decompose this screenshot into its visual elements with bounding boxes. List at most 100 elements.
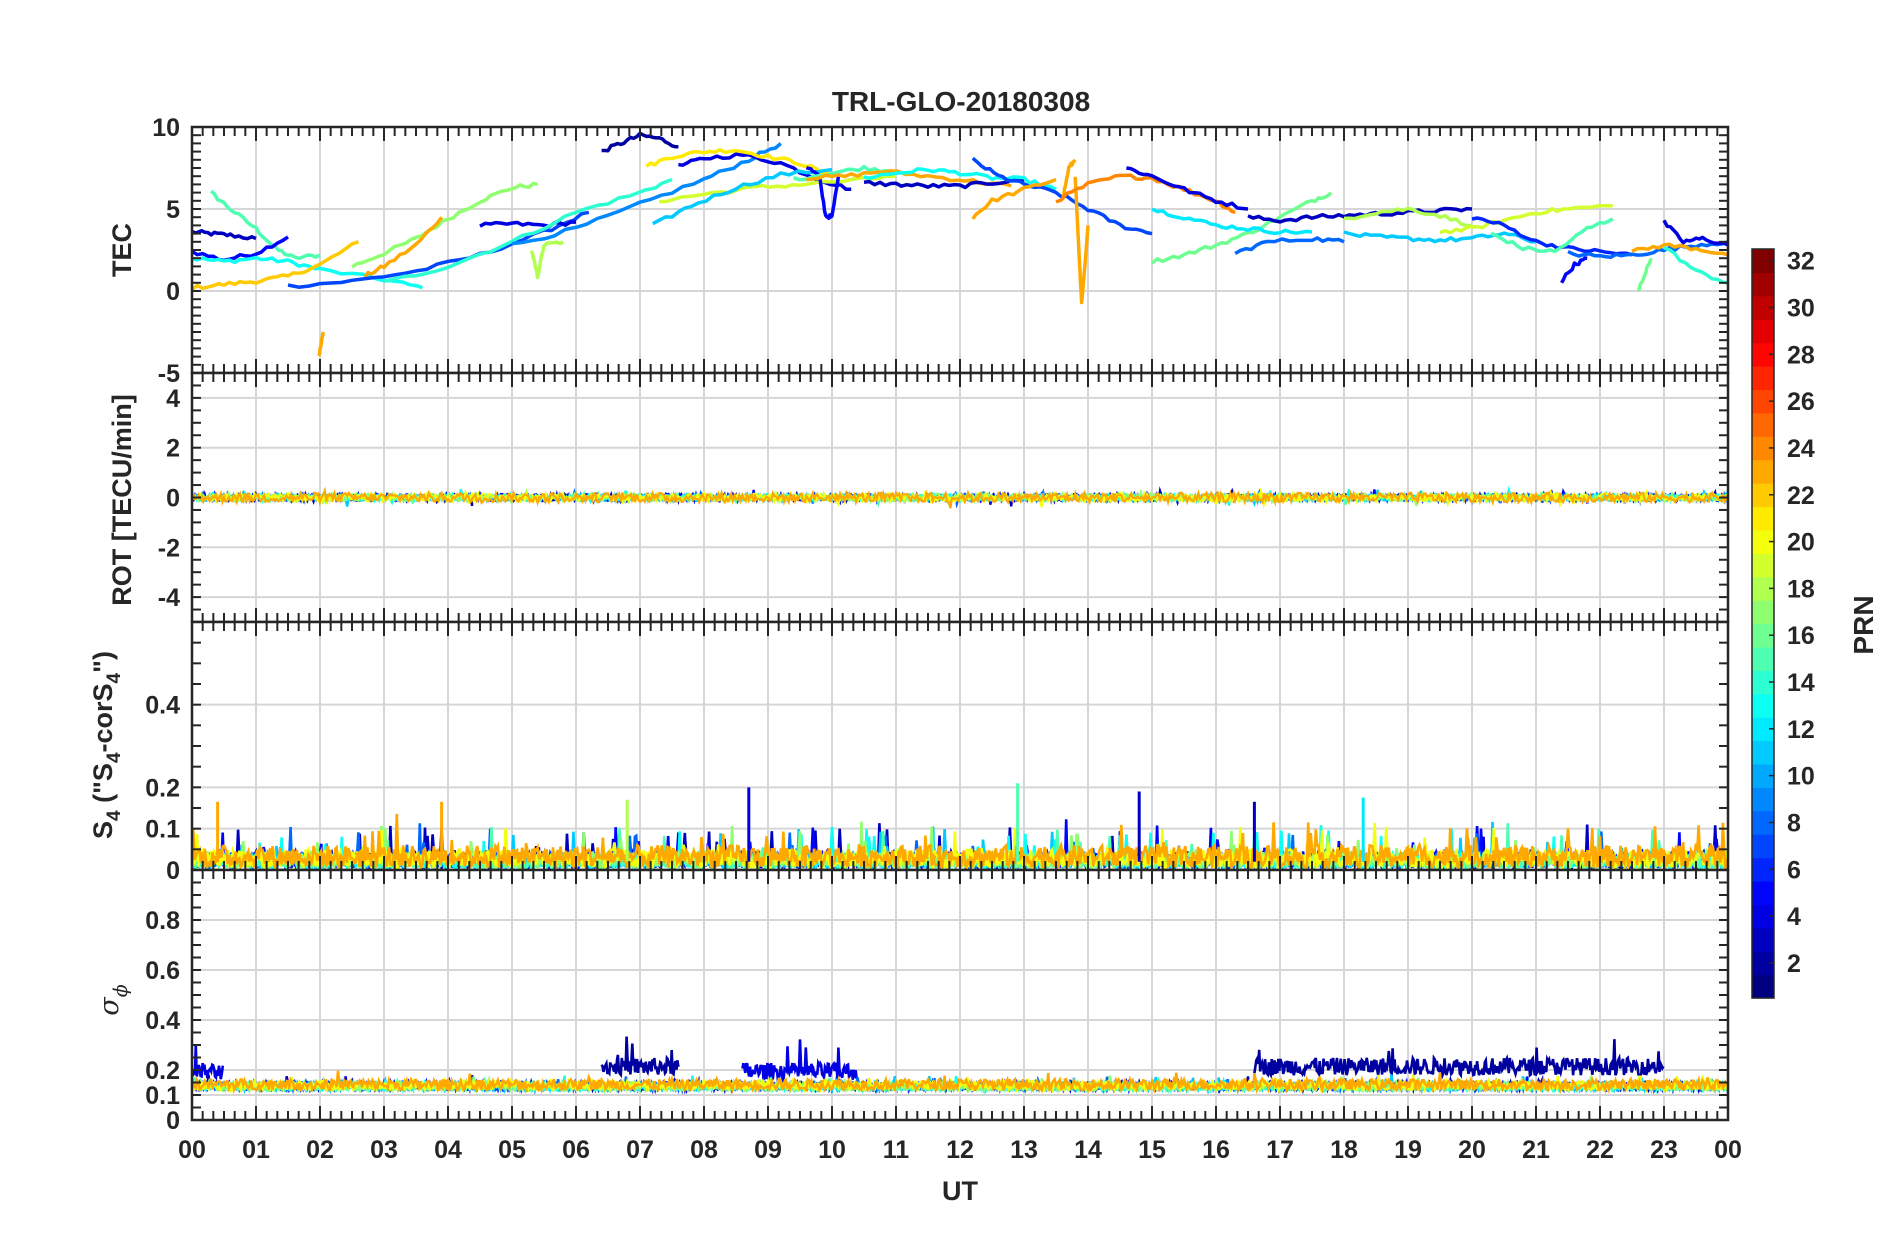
tec-prn-track (971, 156, 1153, 236)
tec-prn-track (1471, 216, 1633, 257)
colorbar-band (1752, 389, 1774, 414)
y-tick-label: 0.1 (145, 816, 180, 844)
s4-ticks (191, 621, 1729, 871)
rot-y-axis-label: ROT [TECU/min] (107, 394, 137, 605)
x-tick-label: 01 (242, 1136, 270, 1164)
sigma-phi-axes-box (190, 868, 1730, 1122)
colorbar-band (1752, 810, 1774, 835)
sigma-phi-prn-series (190, 1070, 1729, 1095)
colorbar-tick-label: 4 (1787, 903, 1801, 931)
s4-label-end: ") (88, 651, 118, 673)
tec-prn-track (1490, 217, 1614, 254)
sigma-phi-lines (190, 1036, 1730, 1095)
y-tick-label: 2 (166, 435, 180, 463)
colorbar: 32 30 28 26 24 22 20 18 16 14 12 10 8 6 4 2 PRN (1751, 248, 1879, 999)
colorbar-tick-label: 10 (1787, 763, 1815, 791)
colorbar-band (1752, 857, 1774, 882)
colorbar-tick-label: 20 (1787, 529, 1815, 557)
tec-prn-track (191, 228, 257, 241)
x-tick-label: 04 (434, 1136, 462, 1164)
s4-label-mid: ("S (88, 763, 118, 810)
x-tick-label: 06 (562, 1136, 590, 1164)
colorbar-tick-label: 22 (1787, 482, 1815, 510)
x-tick-label: 17 (1266, 1136, 1294, 1164)
s4-y-tick-labels: 0.4 0.2 0.1 0 (145, 692, 180, 885)
tec-prn-track (1073, 176, 1090, 305)
y-tick-label: 0.4 (145, 692, 180, 720)
colorbar-band (1752, 904, 1774, 929)
tec-prn-track (863, 177, 1025, 190)
tec-prn-track (971, 177, 1057, 220)
tec-prn-track (1663, 245, 1729, 285)
colorbar-tick-label: 26 (1787, 388, 1815, 416)
tec-prn-track (351, 181, 538, 269)
colorbar-frame (1751, 248, 1775, 999)
x-tick-label: 03 (370, 1136, 398, 1164)
colorbar-tick-label: 28 (1787, 341, 1815, 369)
y-tick-label: 0 (166, 278, 180, 306)
y-tick-label: 0 (166, 485, 180, 513)
tec-y-tick-labels: 10 5 0 -5 (152, 114, 180, 388)
colorbar-band (1752, 717, 1774, 742)
s4-label-sub1: 4 (104, 810, 125, 821)
sigma-phi-ticks (191, 869, 1729, 1121)
colorbar-tick-label: 8 (1787, 809, 1801, 837)
colorbar-tick-label: 14 (1787, 669, 1815, 697)
tec-prn-track (1234, 236, 1345, 256)
s4-y-axis-label: S4 ("S4-corS4") (88, 651, 125, 839)
colorbar-band (1752, 763, 1774, 788)
colorbar-band (1752, 319, 1774, 344)
colorbar-band (1752, 927, 1774, 952)
y-tick-label: 0 (166, 1107, 180, 1135)
x-tick-label: 14 (1074, 1136, 1102, 1164)
colorbar-band (1752, 436, 1774, 461)
tec-prn-track (317, 331, 325, 357)
s4-label-sub3: 4 (104, 672, 125, 683)
x-tick-label: 16 (1202, 1136, 1230, 1164)
x-tick-label: 18 (1330, 1136, 1358, 1164)
x-tick-label: 23 (1650, 1136, 1678, 1164)
x-tick-label: 11 (883, 1136, 910, 1164)
y-tick-label: 0 (166, 857, 180, 885)
tec-prn-track (1560, 256, 1588, 284)
tec-panel: 10 5 0 -5 TEC (107, 114, 1730, 388)
figure-title: TRL-GLO-20180308 (832, 86, 1090, 117)
colorbar-band (1752, 576, 1774, 601)
colorbar-tick-labels: 32 30 28 26 24 22 20 18 16 14 12 10 8 6 4 2 (1787, 248, 1815, 978)
sigma-phi-panel: 0.8 0.6 0.4 0.20.10 σϕ (94, 868, 1730, 1135)
s4-label-sub2: 4 (104, 752, 125, 763)
colorbar-band (1752, 366, 1774, 391)
tec-prn-track (191, 235, 289, 263)
y-tick-label: -4 (158, 584, 180, 612)
x-tick-label: 13 (1010, 1136, 1038, 1164)
tec-prn-track (1150, 191, 1333, 265)
tec-prn-track (1343, 206, 1473, 228)
tec-prn-track (210, 189, 321, 261)
rot-prn-series (191, 487, 1730, 509)
y-tick-label: 0.2 (145, 774, 180, 802)
tec-prn-track (1060, 158, 1077, 201)
x-tick-label: 07 (626, 1136, 654, 1164)
tec-prn-track (1636, 257, 1653, 292)
x-tick-label: 12 (946, 1136, 974, 1164)
colorbar-ticks (1769, 259, 1774, 964)
colorbar-band (1752, 834, 1774, 859)
colorbar-band (1752, 412, 1774, 437)
y-tick-label: -5 (158, 360, 180, 388)
colorbar-band (1752, 342, 1774, 367)
y-tick-label: 0.2 (145, 1057, 180, 1085)
tec-prn-track (645, 147, 834, 178)
x-tick-label: 08 (690, 1136, 718, 1164)
colorbar-tick-label: 18 (1787, 575, 1815, 603)
tec-prn-track (479, 220, 577, 229)
sigma-phi-elevated-series (600, 1036, 680, 1079)
sigma-phi-y-tick-labels: 0.8 0.6 0.4 0.20.10 (145, 907, 180, 1135)
colorbar-band (1752, 646, 1774, 671)
y-tick-label: 10 (152, 114, 180, 142)
colorbar-band (1752, 951, 1774, 976)
tec-prn-track (1247, 206, 1473, 224)
y-tick-label: 0.6 (145, 957, 180, 985)
rot-panel: 4 2 0 -2 -4 ROT [TECU/min] (107, 371, 1730, 624)
colorbar-band (1752, 693, 1774, 718)
